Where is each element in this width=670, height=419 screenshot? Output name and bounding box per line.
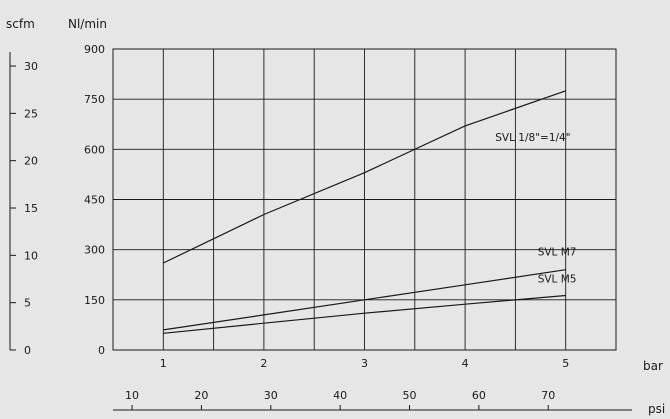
y-tick-label: 900 (84, 43, 105, 56)
chart-grid (112, 48, 617, 351)
scfm-tick-label: 0 (24, 344, 31, 357)
scfm-tick-label: 5 (24, 297, 31, 310)
scfm-tick-label: 10 (24, 249, 38, 262)
y-tick-label: 0 (98, 344, 105, 357)
psi-tick-label: 20 (194, 389, 208, 402)
x-tick-label: 2 (260, 357, 267, 370)
series-label: SVL 1/8"=1/4" (495, 132, 570, 144)
scfm-tick-label: 25 (24, 107, 38, 120)
x-tick-label: 4 (462, 357, 469, 370)
psi-tick-label: 70 (541, 389, 555, 402)
scfm-tick-label: 15 (24, 202, 38, 215)
psi-axis: 10 20 30 40 50 60 70 (113, 389, 632, 411)
series-label: SVL M7 (538, 247, 577, 259)
x-axis-label: bar (643, 359, 663, 373)
x-tick-labels: 1 2 3 4 5 (160, 357, 569, 370)
psi-tick-label: 50 (403, 389, 417, 402)
series-line (163, 294, 566, 334)
y-axis-label: Nl/min (68, 17, 107, 31)
y-tick-label: 150 (84, 294, 105, 307)
series-label: SVL M5 (538, 273, 577, 285)
series-line (163, 269, 566, 331)
series-lines: SVL 1/8"=1/4" SVL M7 SVL M5 (163, 90, 577, 334)
x-tick-label: 5 (562, 357, 569, 370)
psi-tick-label: 30 (264, 389, 278, 402)
psi-tick-label: 40 (333, 389, 347, 402)
y-tick-label: 750 (84, 93, 105, 106)
x-tick-label: 1 (160, 357, 167, 370)
psi-tick-label: 60 (472, 389, 486, 402)
scfm-axis: 0 5 10 15 20 25 30 (9, 52, 38, 357)
psi-axis-label: psi (648, 402, 665, 416)
x-tick-label: 3 (361, 357, 368, 370)
series-line (163, 90, 566, 264)
scfm-tick-label: 20 (24, 155, 38, 168)
y-tick-label: 450 (84, 194, 105, 207)
y-tick-label: 600 (84, 143, 105, 156)
y-tick-labels: 0 150 300 450 600 750 900 (84, 43, 105, 357)
psi-tick-label: 10 (125, 389, 139, 402)
y-tick-label: 300 (84, 244, 105, 257)
scfm-axis-label: scfm (6, 17, 35, 31)
scfm-tick-label: 30 (24, 60, 38, 73)
